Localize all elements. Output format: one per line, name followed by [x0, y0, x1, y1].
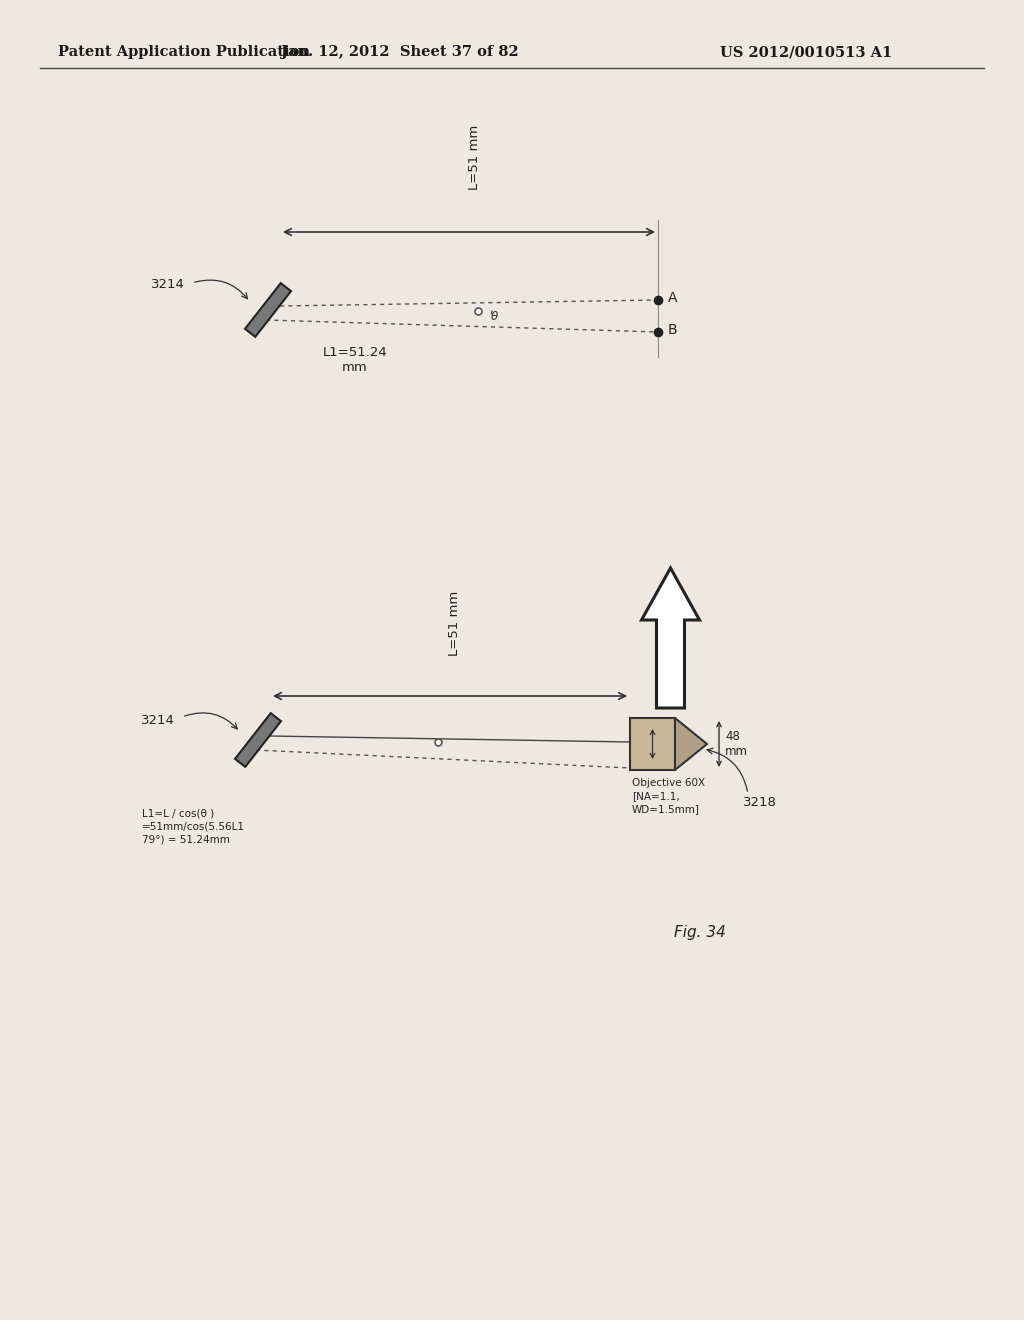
Text: 3218: 3218 — [743, 796, 777, 808]
FancyBboxPatch shape — [630, 718, 675, 770]
Polygon shape — [641, 568, 699, 708]
Text: US 2012/0010513 A1: US 2012/0010513 A1 — [720, 45, 892, 59]
Text: 3214: 3214 — [152, 279, 185, 292]
Text: Fig. 34: Fig. 34 — [674, 924, 726, 940]
Polygon shape — [236, 713, 281, 767]
Text: L=51 mm: L=51 mm — [449, 591, 462, 656]
Text: 48
mm: 48 mm — [725, 730, 748, 758]
Text: L=51 mm: L=51 mm — [468, 125, 480, 190]
Text: L1=51.24
mm: L1=51.24 mm — [323, 346, 387, 374]
Text: B: B — [668, 323, 678, 337]
Text: L1=L / cos(θ )
=51mm/cos(5.56L1
79°) = 51.24mm: L1=L / cos(θ ) =51mm/cos(5.56L1 79°) = 5… — [142, 808, 245, 845]
Text: Jan. 12, 2012  Sheet 37 of 82: Jan. 12, 2012 Sheet 37 of 82 — [282, 45, 519, 59]
Text: 3214: 3214 — [141, 714, 175, 726]
Text: Patent Application Publication: Patent Application Publication — [58, 45, 310, 59]
Text: θ: θ — [490, 309, 499, 322]
Text: Objective 60X
[NA=1.1,
WD=1.5mm]: Objective 60X [NA=1.1, WD=1.5mm] — [632, 777, 706, 814]
Polygon shape — [245, 284, 291, 337]
Text: A: A — [668, 290, 678, 305]
Polygon shape — [675, 718, 707, 770]
